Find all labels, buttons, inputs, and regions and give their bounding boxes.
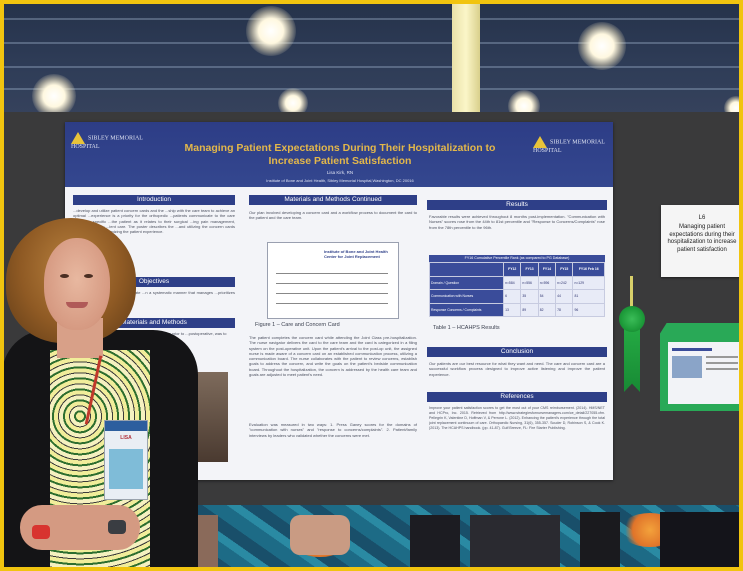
award-ribbon-icon — [619, 306, 645, 332]
red-bracelet — [32, 525, 50, 539]
presenter-face — [44, 238, 110, 330]
brochure — [668, 342, 743, 404]
mouth-icon — [66, 302, 88, 308]
background-person-legs — [580, 512, 620, 571]
wristwatch-icon — [108, 520, 126, 534]
table-cell: n=584 — [503, 275, 522, 290]
eye-icon — [60, 274, 69, 278]
poster-author: Lisa Kirk, RN — [326, 170, 354, 175]
brochure-line — [706, 362, 738, 364]
table-cell: 6 — [503, 289, 522, 304]
badge-name: LISA — [120, 435, 132, 441]
ceiling-truss — [0, 42, 743, 44]
table-header-cell: FY16 Feb 16 — [572, 262, 605, 277]
poster-id-sign: L6 Managing patient expectations during … — [661, 205, 743, 277]
yellow-pillar — [452, 0, 480, 112]
section-introduction: Introduction — [73, 195, 235, 205]
ceiling-light — [578, 22, 626, 70]
eye-icon — [84, 274, 93, 278]
ceiling-truss — [0, 18, 743, 20]
brochure-line — [706, 356, 738, 358]
conclusion-text: Our patients are our best resource for w… — [429, 361, 605, 377]
card-line — [276, 303, 388, 304]
logo-left-text: SIBLEY MEMORIAL HOSPITAL — [71, 135, 143, 150]
section-conclusion: Conclusion — [427, 347, 607, 357]
logo-triangle-icon — [71, 132, 85, 144]
table-cell: n=596 — [537, 275, 557, 290]
background-person-legs — [660, 512, 740, 571]
table-cell: 13 — [503, 302, 522, 317]
table-header-cell: FY15 — [555, 262, 574, 277]
logo-right-text: SIBLEY MEMORIAL HOSPITAL — [533, 139, 605, 154]
background-person-legs — [410, 515, 460, 571]
hcahps-table: FY12 FY13 FY14 FY15 FY16 Feb 16 Domain /… — [428, 262, 605, 317]
table-header-cell: FY14 — [537, 262, 557, 277]
results-text: Favorable results were achieved througho… — [429, 214, 605, 230]
table-row: Domain / Question n=584 n=556 n=596 n=24… — [428, 275, 605, 290]
table-cell: 81 — [572, 289, 605, 304]
section-materials-methods: Materials and Methods — [73, 318, 235, 328]
table-cell: 96 — [572, 302, 605, 317]
badge-graphic — [109, 449, 143, 489]
ceiling-light — [32, 74, 76, 118]
hospital-logo-left: SIBLEY MEMORIAL HOSPITAL — [71, 132, 151, 151]
background-person-legs — [470, 515, 560, 571]
table-header-cell: FY13 — [520, 262, 539, 277]
table-row: Response Concerns / Complaints 13 89 82 … — [428, 302, 605, 317]
sign-id: L6 — [698, 215, 706, 221]
table-cell: Communication with Nurses — [428, 289, 505, 304]
poster-title: Managing Patient Expectations During The… — [184, 142, 496, 167]
ribbon-tail — [624, 322, 640, 392]
table-row: Communication with Nurses 6 35 54 44 81 — [428, 289, 605, 304]
methods-continued-text: Our plan involved developing a concern c… — [249, 210, 417, 221]
table-cell: n=242 — [555, 275, 574, 290]
card-line — [276, 273, 388, 274]
brochure-line — [672, 348, 712, 351]
concern-card-header: Institute of Bone and Joint Health Cente… — [324, 249, 388, 259]
evaluation-text: Evaluation was measured in two ways: 1. … — [249, 422, 417, 438]
table-cell: n=129 — [572, 275, 605, 290]
figure-caption: Figure 1 – Care and Concern Card — [255, 322, 340, 328]
background-person-legs — [290, 515, 350, 555]
name-badge: LISA — [104, 420, 148, 500]
exhibit-hall-ceiling — [0, 0, 743, 115]
table-header-cell — [428, 262, 505, 277]
card-line — [276, 293, 388, 294]
section-results: Results — [427, 200, 607, 210]
ceiling-light — [246, 6, 296, 56]
concern-card-figure: Institute of Bone and Joint Health Cente… — [267, 242, 399, 319]
table-cell: 44 — [555, 289, 574, 304]
table-cell: 78 — [555, 302, 574, 317]
ceiling-truss — [0, 66, 743, 68]
sign-text: Managing patient expectations during the… — [667, 224, 737, 253]
section-references: References — [427, 392, 607, 402]
table-title: FY16 Cumulative Percentile Rank (as comp… — [429, 255, 605, 262]
ribbon-pin — [630, 276, 633, 308]
introduction-text: ...develop and utilize patient concern c… — [73, 208, 235, 235]
poster-header — [65, 122, 613, 187]
table-cell: n=556 — [520, 275, 539, 290]
table-cell: 82 — [537, 302, 557, 317]
table-cell: 54 — [537, 289, 557, 304]
ceiling-truss — [0, 88, 743, 90]
table-cell: 89 — [520, 302, 539, 317]
table-caption: Table 1 – HCAHPS Results — [433, 325, 500, 331]
methods-process-text: The patient completes the concern card w… — [249, 335, 417, 378]
references-text: Improve your patient satisfaction scores… — [429, 406, 605, 430]
card-line — [276, 283, 388, 284]
brochure-line — [706, 368, 738, 370]
table-header-row: FY12 FY13 FY14 FY15 FY16 Feb 16 — [428, 262, 605, 277]
table-cell: 35 — [520, 289, 539, 304]
poster-photo — [192, 372, 228, 462]
table-cell: Response Concerns / Complaints — [428, 302, 505, 317]
section-methods-continued: Materials and Methods Continued — [249, 195, 417, 205]
logo-triangle-icon — [533, 136, 547, 148]
brochure-image — [672, 356, 702, 378]
table-cell: Domain / Question — [428, 275, 505, 290]
hospital-logo-right: SIBLEY MEMORIAL HOSPITAL — [533, 136, 613, 155]
badge-band — [105, 421, 147, 431]
table-header-cell: FY12 — [503, 262, 522, 277]
section-objectives: Objectives — [73, 277, 235, 287]
poster-affiliation: Institute of Bone and Joint Health, Sibl… — [266, 178, 414, 183]
